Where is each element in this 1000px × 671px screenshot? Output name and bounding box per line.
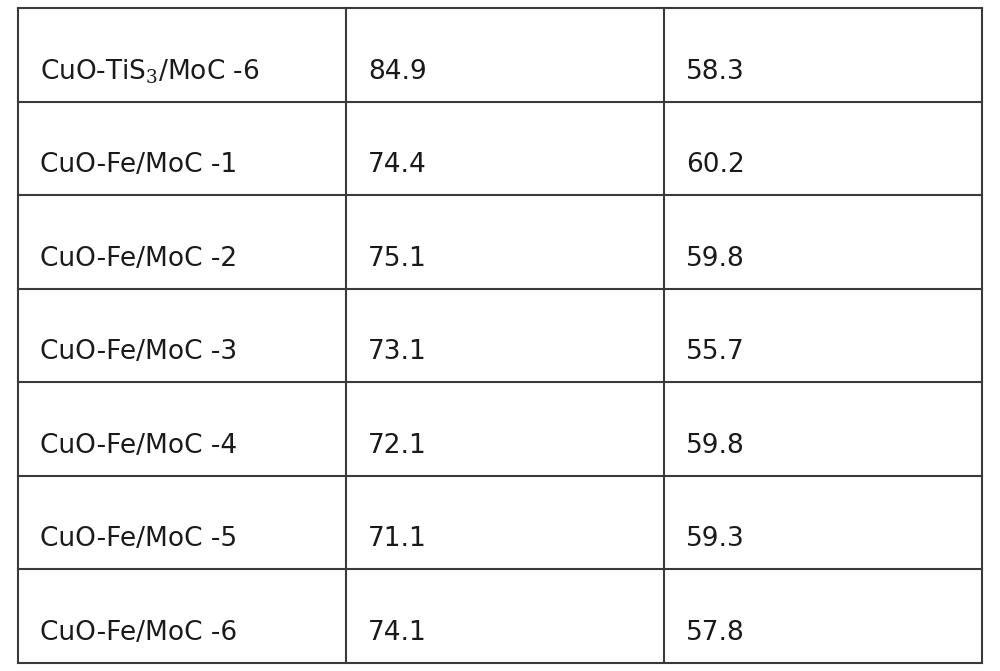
Text: 59.8: 59.8: [686, 433, 745, 459]
Text: 73.1: 73.1: [368, 340, 427, 365]
Text: CuO-Fe/MoC -5: CuO-Fe/MoC -5: [40, 527, 237, 552]
Text: CuO-Fe/MoC -3: CuO-Fe/MoC -3: [40, 340, 237, 365]
Text: CuO-TiS$_3$/MoC -6: CuO-TiS$_3$/MoC -6: [40, 58, 260, 86]
Text: CuO-Fe/MoC -6: CuO-Fe/MoC -6: [40, 620, 237, 646]
Text: 72.1: 72.1: [368, 433, 427, 459]
Text: 74.4: 74.4: [368, 152, 427, 178]
Text: 74.1: 74.1: [368, 620, 427, 646]
Text: 59.8: 59.8: [686, 246, 745, 272]
Text: CuO-Fe/MoC -1: CuO-Fe/MoC -1: [40, 152, 237, 178]
Text: CuO-Fe/MoC -2: CuO-Fe/MoC -2: [40, 246, 237, 272]
Text: 58.3: 58.3: [686, 58, 745, 85]
Text: 60.2: 60.2: [686, 152, 745, 178]
Text: CuO-Fe/MoC -4: CuO-Fe/MoC -4: [40, 433, 237, 459]
Text: 57.8: 57.8: [686, 620, 745, 646]
Text: 55.7: 55.7: [686, 340, 745, 365]
Text: 59.3: 59.3: [686, 527, 745, 552]
Text: 84.9: 84.9: [368, 58, 427, 85]
Text: 71.1: 71.1: [368, 527, 427, 552]
Text: 75.1: 75.1: [368, 246, 427, 272]
